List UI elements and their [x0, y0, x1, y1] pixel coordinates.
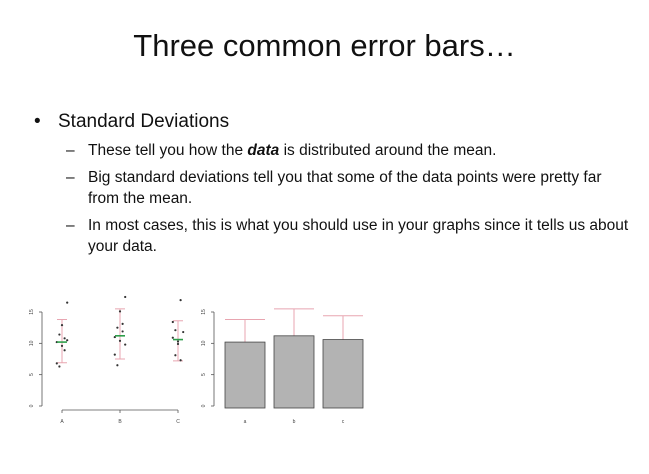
bullet-dot-icon: • [34, 111, 41, 132]
data-point [121, 322, 124, 326]
x-tick-label: b [293, 419, 296, 425]
data-point [182, 330, 185, 334]
data-point [174, 329, 177, 332]
sub-bullet-1: – These tell you how the data is distrib… [34, 140, 634, 161]
y-tick-label: 15 [201, 309, 207, 315]
sub-bullet-1-after: is distributed around the mean. [279, 142, 497, 159]
y-tick-label: 10 [29, 340, 35, 346]
slide-title: Three common error bars… [133, 28, 516, 63]
dash-icon: – [66, 217, 75, 234]
data-point [121, 330, 124, 333]
sub-bullet-3: – In most cases, this is what you should… [34, 215, 634, 257]
y-tick-label: 0 [201, 404, 207, 407]
data-point [124, 343, 127, 346]
bullet-text: Standard Deviations [58, 111, 230, 132]
x-tick-label: A [60, 419, 64, 425]
data-point [58, 365, 61, 368]
data-point [116, 364, 119, 367]
data-point [179, 359, 182, 362]
bar [273, 335, 315, 409]
data-point [60, 344, 64, 347]
data-point [55, 362, 58, 365]
y-tick-label: 5 [29, 373, 35, 376]
sub-bullet-2-text: Big standard deviations tell you that so… [88, 169, 602, 207]
sub-bullet-1-before: These tell you how the [88, 142, 248, 159]
data-point [66, 339, 69, 342]
data-point [124, 295, 127, 299]
data-point [116, 326, 119, 329]
x-tick-label: a [244, 419, 247, 425]
bar [322, 339, 364, 409]
y-tick-label: 0 [29, 404, 35, 407]
sub-bullet-3-text: In most cases, this is what you should u… [88, 217, 629, 255]
data-point [113, 353, 116, 356]
data-point [174, 354, 177, 357]
data-point [179, 298, 182, 302]
data-point [66, 301, 69, 304]
data-point [176, 342, 180, 346]
x-tick-label: c [342, 419, 345, 425]
data-point [118, 339, 122, 342]
data-point [176, 340, 180, 343]
y-tick-label: 5 [201, 373, 207, 376]
data-point [171, 336, 174, 339]
bar [224, 341, 266, 409]
data-point [58, 333, 61, 336]
data-point [171, 320, 174, 324]
x-tick-label: B [118, 419, 122, 425]
sub-bullet-1-emphasis: data [247, 142, 280, 159]
dash-icon: – [66, 169, 75, 186]
y-tick-label: 10 [201, 340, 207, 346]
data-point [118, 310, 122, 313]
data-point [63, 337, 66, 340]
x-tick-label: C [176, 419, 180, 425]
data-point [63, 349, 66, 352]
bullet-list: • Standard Deviations – These tell you h… [34, 110, 634, 257]
sub-bullet-2: – Big standard deviations tell you that … [34, 167, 634, 209]
dash-icon: – [66, 142, 75, 159]
y-tick-label: 15 [29, 309, 35, 315]
bullet-item: • Standard Deviations [34, 110, 634, 134]
data-point [60, 324, 64, 327]
